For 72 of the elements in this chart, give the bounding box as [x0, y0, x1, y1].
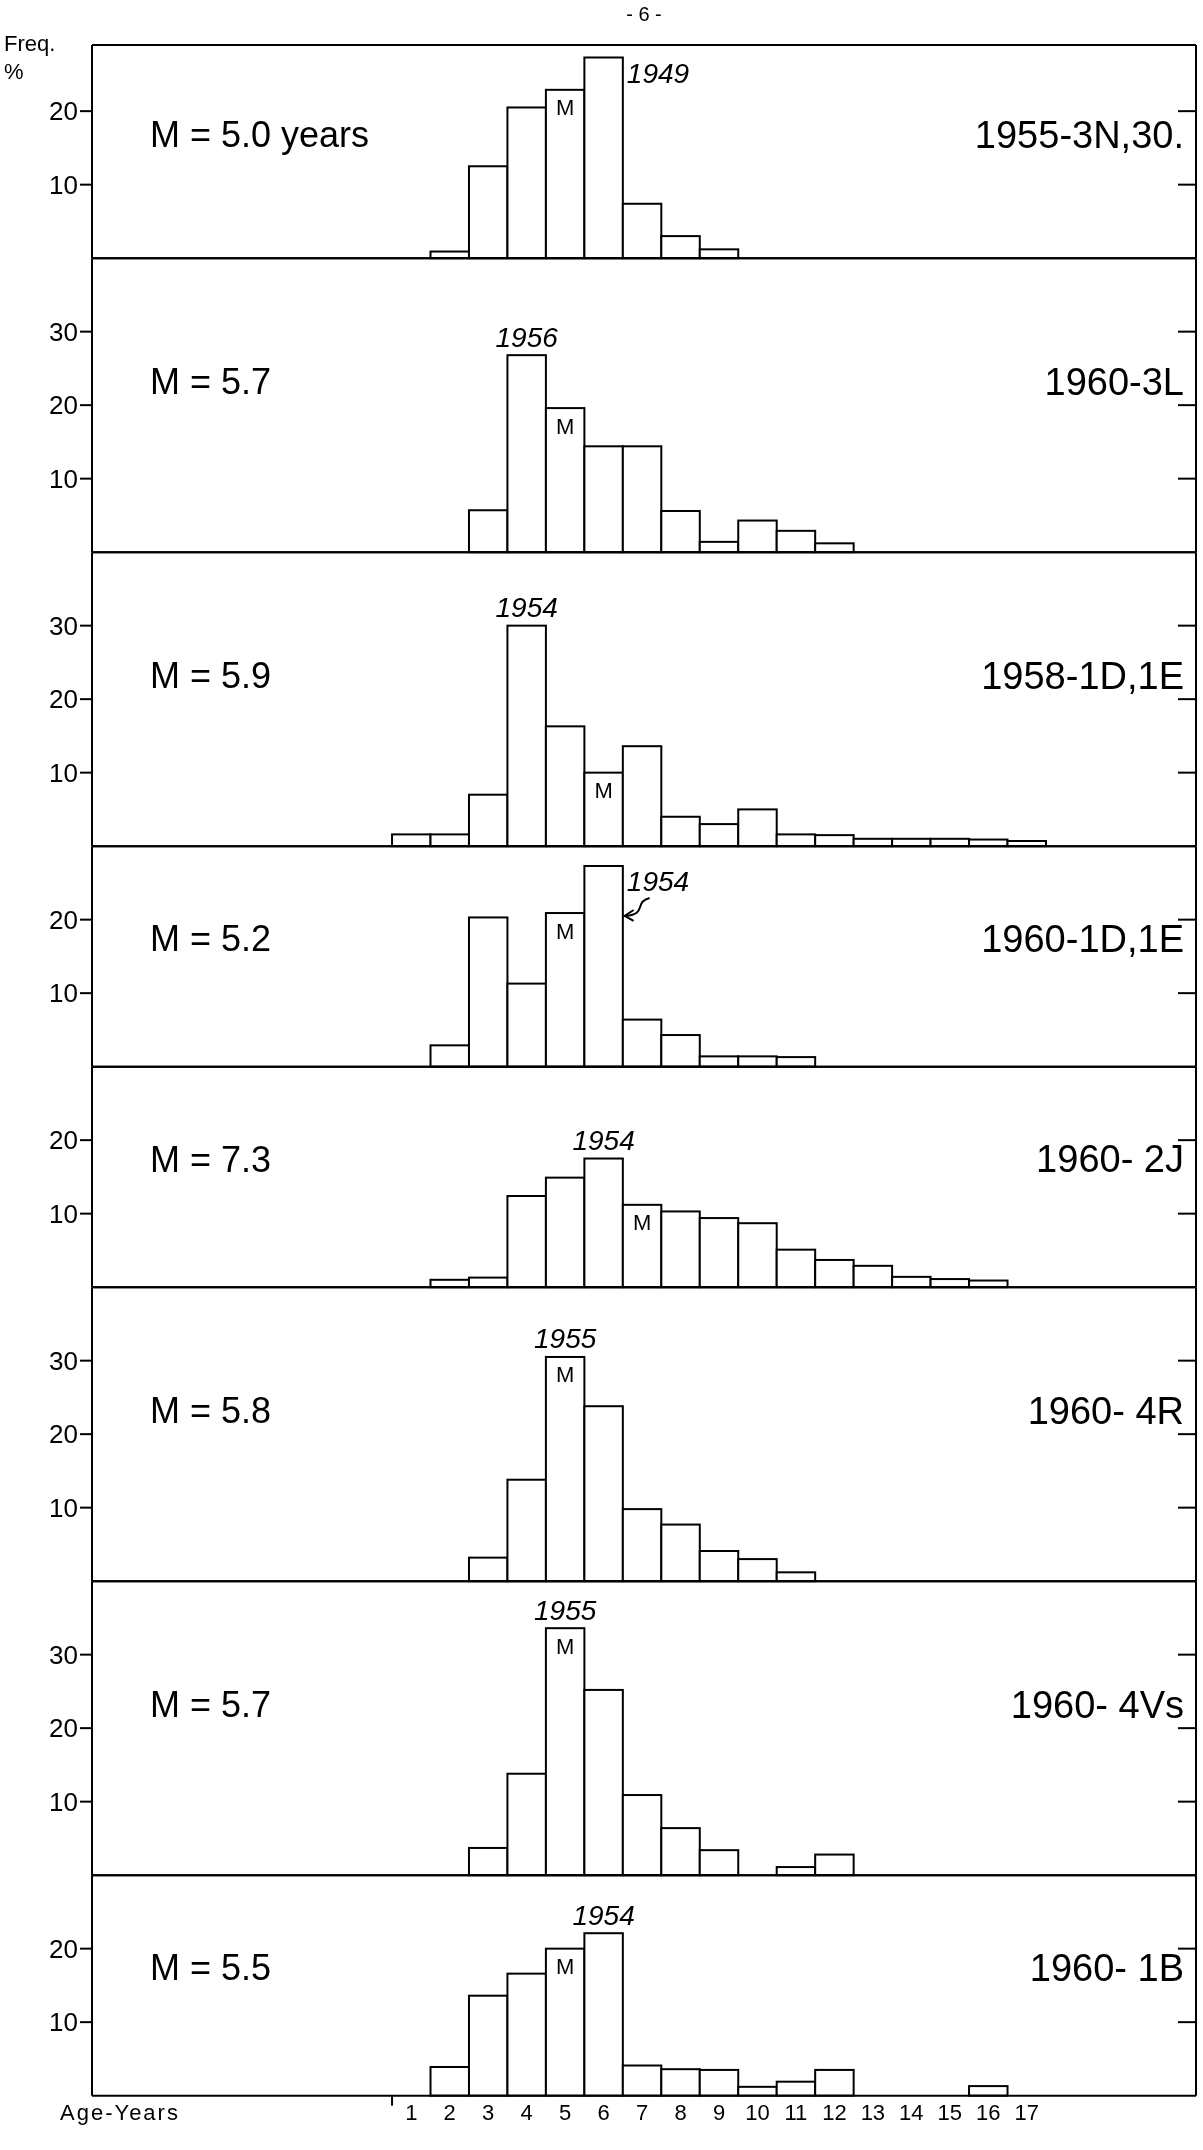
y-tick-label: 20: [49, 96, 78, 127]
x-tick-label: 17: [1014, 2099, 1039, 2125]
annotation: M = 5.8: [150, 1390, 272, 1432]
annotation: M: [555, 1633, 575, 1659]
y-tick-label: 30: [49, 1639, 78, 1670]
x-tick-label: 3: [482, 2099, 495, 2125]
annotation: 1949: [626, 58, 690, 89]
text: 1955-3N,30.: [974, 113, 1184, 156]
y-tick-label: 10: [49, 1492, 78, 1523]
text: - 6 -: [626, 3, 662, 25]
annotation: M: [555, 918, 575, 944]
y-tick-label: 20: [49, 1419, 78, 1450]
y-tick-label: 20: [49, 390, 78, 421]
annotation: M = 5.9: [150, 655, 272, 697]
text: 1960- 4Vs: [1010, 1683, 1184, 1726]
y-tick-label: 10: [49, 757, 78, 788]
annotation: M: [555, 1362, 575, 1388]
y-tick-label: 10: [49, 978, 78, 1009]
annotation: M = 5.7: [150, 1684, 272, 1726]
annotation: M: [555, 95, 575, 121]
text: 1960-1D,1E: [981, 917, 1184, 960]
x-tick-label: 14: [899, 2099, 924, 2125]
annotation: 1954: [495, 592, 558, 624]
y-tick-label: 30: [49, 610, 78, 641]
y-tick-label: 20: [49, 904, 78, 935]
y-tick-label: 30: [49, 316, 78, 347]
text: 1958-1D,1E: [981, 654, 1184, 697]
x-tick-label: 6: [597, 2099, 610, 2125]
x-tick-label: 9: [712, 2099, 726, 2125]
annotation: M: [555, 1954, 575, 1980]
annotation: 1955: [533, 1594, 597, 1626]
annotation: 1956: [495, 321, 559, 353]
annotation: M = 5.2: [150, 918, 272, 960]
text: 1960-3L: [1044, 360, 1184, 403]
x-tick-label: 8: [674, 2099, 687, 2125]
annotation: M: [594, 778, 613, 804]
y-tick-label: 10: [49, 463, 78, 494]
y-tick-label: 20: [49, 1713, 78, 1744]
x-tick-label: 7: [635, 2099, 649, 2125]
annotation: M = 7.3: [150, 1138, 272, 1180]
x-tick-label: 4: [520, 2099, 533, 2125]
x-tick-label: 10: [745, 2099, 770, 2125]
annotation: M = 5.0 years: [150, 114, 370, 156]
annotation: M = 5.5: [150, 1947, 272, 1989]
annotation: 1955: [533, 1323, 597, 1355]
y-tick-label: 30: [49, 1345, 78, 1376]
x-tick-label: 12: [822, 2099, 847, 2125]
annotation: 1954: [572, 1899, 635, 1931]
text: 1960- 2J: [1036, 1138, 1184, 1181]
y-tick-label: 10: [49, 169, 78, 200]
x-tick-label: 13: [860, 2099, 886, 2125]
y-tick-label: 20: [49, 1933, 78, 1964]
x-tick-label: 5: [559, 2099, 572, 2125]
x-tick-label: 15: [937, 2099, 963, 2125]
annotation: M: [632, 1210, 652, 1236]
x-tick-label: 1: [405, 2099, 418, 2125]
y-tick-label: 10: [49, 1198, 78, 1229]
x-tick-label: 16: [976, 2099, 1001, 2125]
x-axis-title: Age-Years: [60, 2099, 180, 2125]
annotation: 1954: [626, 866, 690, 898]
y-tick-label: 10: [49, 2007, 78, 2038]
y-tick-label: 20: [49, 684, 78, 715]
text: 1960- 1B: [1029, 1946, 1184, 1989]
y-axis-title: Freq. %: [4, 31, 56, 84]
y-tick-label: 20: [49, 1125, 78, 1156]
x-tick-label: 11: [784, 2099, 808, 2125]
annotation: M = 5.7: [150, 361, 272, 403]
y-tick-label: 10: [49, 1786, 78, 1817]
x-tick-label: 2: [443, 2099, 456, 2125]
annotation: 1954: [572, 1125, 635, 1157]
text: 1960- 4R: [1027, 1389, 1184, 1432]
annotation: M: [555, 413, 575, 439]
